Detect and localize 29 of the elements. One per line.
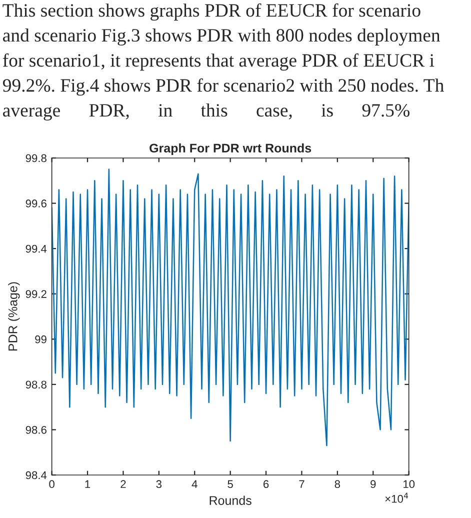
text: This section shows graphs PDR of EEUCR for scenario [2, 3, 420, 21]
x-tick-label: 5 [228, 480, 233, 488]
x-tick-label: 2 [120, 480, 126, 488]
y-tick-label: 99.6 [26, 200, 46, 208]
x-tick-label: 7 [299, 480, 304, 488]
y-tick-label: 99 [35, 335, 46, 344]
x-tick-label: 9 [370, 480, 376, 488]
text: for scenario1, it represents that average PDR of EEUCR i [2, 53, 434, 71]
text: 99.2%. Fig.4 shows PDR for scenario2 with 250 nodes. Th [2, 78, 444, 96]
y-tick-label: 99.8 [26, 154, 46, 162]
x-tick-label: 0 [49, 480, 54, 488]
line-series [52, 168, 409, 446]
chart-title: Graph For PDR wrt Rounds [150, 143, 312, 156]
text: ×10$^{4}$ [385, 492, 408, 503]
x-axis-title: Rounds [210, 496, 252, 505]
y-tick-label: 99.2 [26, 290, 46, 298]
y-tick-label: 99.4 [26, 244, 47, 253]
y-tick-label: 98.4 [26, 471, 47, 480]
x-tick-label: 1 [85, 480, 90, 488]
y-axis-title: PDR (%age) [8, 282, 20, 351]
y-tick-label: 98.8 [26, 380, 46, 389]
text: average PDR, in this case, is 97.5% [3, 103, 410, 121]
x-tick-label: 4 [192, 480, 198, 488]
y-tick-label: 98.6 [26, 426, 46, 434]
x-tick-label: 10 [403, 480, 415, 488]
x-tick-label: 3 [156, 480, 162, 488]
x-tick-label: 8 [334, 480, 340, 488]
x-tick-label: 6 [263, 480, 269, 488]
text: and scenario Fig.3 shows PDR with 800 nodes deploymen [3, 28, 440, 46]
